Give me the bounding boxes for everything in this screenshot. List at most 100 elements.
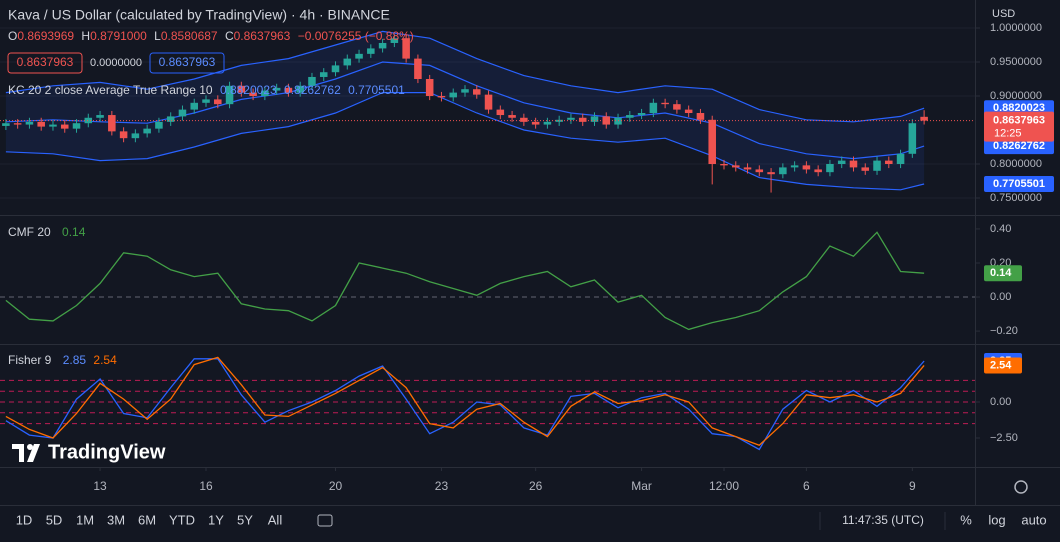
candle-body xyxy=(402,38,410,59)
range-button[interactable]: All xyxy=(268,512,283,527)
indicator-line xyxy=(5,356,925,446)
candle-body xyxy=(779,167,787,175)
candle-body xyxy=(849,160,858,168)
last-price-tag xyxy=(984,111,1054,142)
candle-body xyxy=(461,89,469,93)
candle-body xyxy=(414,58,422,80)
candle-body xyxy=(837,160,846,165)
y-tick-label: 1.0000000 xyxy=(990,22,1042,34)
y-tick-label: 0.00 xyxy=(990,291,1011,303)
x-tick-label: 23 xyxy=(435,479,449,493)
candle-body xyxy=(896,153,905,165)
y-tick-label: 0.00 xyxy=(990,396,1011,408)
marks-layer xyxy=(0,30,975,451)
settings-icon[interactable] xyxy=(1014,480,1028,494)
ohlc-label: O xyxy=(8,29,17,43)
symbol-title: Kava / US Dollar (calculated by TradingV… xyxy=(8,7,390,23)
candle-body xyxy=(673,104,681,110)
sell-price: 0.8637963 xyxy=(17,55,74,69)
candle-body xyxy=(108,115,116,132)
indicator-line xyxy=(5,231,925,331)
logo-icon xyxy=(12,444,40,462)
cmf-legend: CMF 20 0.14 xyxy=(8,225,86,239)
candle-body xyxy=(319,72,328,77)
candle-body xyxy=(649,102,658,114)
candle-body xyxy=(343,58,352,66)
scale-option[interactable]: auto xyxy=(1021,512,1046,527)
candle-body xyxy=(214,99,222,105)
kc-middle-value: 0.8262762 xyxy=(284,83,341,97)
kc-price-tag xyxy=(984,138,1054,155)
candle-body xyxy=(72,123,81,129)
candle-body xyxy=(814,169,822,173)
candle-body xyxy=(826,164,834,173)
candle-body xyxy=(531,121,540,125)
scale-option[interactable]: % xyxy=(960,512,972,527)
candle-body xyxy=(378,42,387,49)
price-change: −0.0076255 (−0.88%) xyxy=(298,29,414,43)
x-tick-label: 12:00 xyxy=(709,479,739,493)
candle-body xyxy=(261,90,269,97)
tv-logo: TradingView xyxy=(12,441,166,463)
range-button[interactable]: YTD xyxy=(169,512,195,527)
keltner-line xyxy=(5,30,925,123)
range-button[interactable]: 1Y xyxy=(208,512,224,527)
y-tick-label: 0.40 xyxy=(990,223,1011,235)
range-button[interactable]: 6M xyxy=(138,512,156,527)
x-tick-label: 26 xyxy=(529,479,543,493)
x-tick-label: 20 xyxy=(329,479,343,493)
candle-body xyxy=(272,87,281,91)
ohlc-value: 0.8580687 xyxy=(161,29,218,43)
range-button[interactable]: 3M xyxy=(107,512,125,527)
ohlc-value: 0.8693969 xyxy=(17,29,74,43)
range-button[interactable]: 1D xyxy=(16,512,33,527)
candle-body xyxy=(755,169,764,173)
candle-body xyxy=(484,94,493,110)
currency-selector[interactable]: USD xyxy=(992,8,1015,20)
bar-countdown: 12:25 xyxy=(994,128,1022,140)
candle-body xyxy=(696,113,705,120)
kc-lower-value: 0.7705501 xyxy=(348,83,405,97)
candle-body xyxy=(367,48,375,54)
y-tick-label: −2.50 xyxy=(990,432,1018,444)
range-button[interactable]: 5D xyxy=(46,512,63,527)
scale-option[interactable]: log xyxy=(988,512,1005,527)
candle-body xyxy=(249,92,257,97)
candle-body xyxy=(567,117,575,120)
x-tick-label: 6 xyxy=(803,479,810,493)
ohlc-label: C xyxy=(225,29,234,43)
candle-body xyxy=(708,119,716,165)
candle-body xyxy=(861,167,870,171)
keltner-line xyxy=(5,92,925,191)
candle-body xyxy=(626,115,634,118)
date-range-icon[interactable] xyxy=(317,514,333,527)
candle-body xyxy=(437,96,446,98)
candle-body xyxy=(2,123,10,126)
cmf-title: CMF 20 xyxy=(8,225,51,239)
ohlc-label: H xyxy=(81,29,90,43)
candle-body xyxy=(390,38,399,43)
kc-price-label: 0.8262762 xyxy=(993,140,1045,152)
range-button[interactable]: 5Y xyxy=(237,512,253,527)
gear[interactable] xyxy=(1014,480,1028,494)
keltner-band xyxy=(5,31,925,190)
x-tick-label: 13 xyxy=(93,479,107,493)
candle-body xyxy=(590,116,599,122)
candle-body xyxy=(60,124,69,129)
candle-body xyxy=(84,117,93,124)
candle-body xyxy=(96,115,104,118)
candle-body xyxy=(425,79,434,97)
candle-body xyxy=(920,116,928,121)
buy-box[interactable] xyxy=(149,52,225,74)
overlay-layer: Kava / US Dollar (calculated by TradingV… xyxy=(7,7,1054,530)
candle-body xyxy=(661,102,669,105)
sell-box[interactable] xyxy=(7,52,83,74)
candle-body xyxy=(496,109,505,116)
range-button[interactable]: 1M xyxy=(76,512,94,527)
candle-body xyxy=(543,121,552,125)
candle-body xyxy=(308,76,316,86)
indicator-value-tag xyxy=(984,265,1022,282)
candle-body xyxy=(908,123,917,154)
fisher-legend: Fisher 9 2.85 2.54 xyxy=(8,353,117,367)
ohlc-value: 0.8637963 xyxy=(234,29,291,43)
